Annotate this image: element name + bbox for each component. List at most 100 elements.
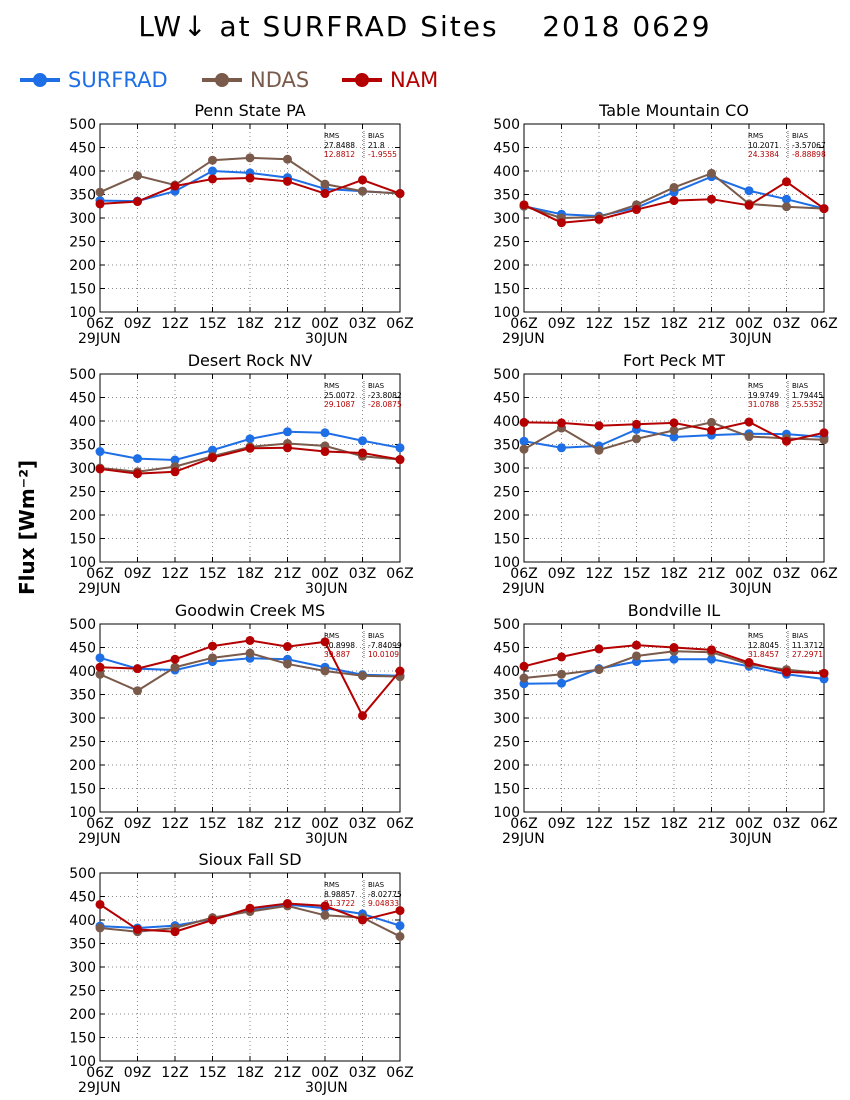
data-point-ndas [707, 168, 716, 178]
data-point-nam [744, 200, 754, 210]
x-tick-label: 09Z [548, 566, 575, 582]
date-label: 30JUN [305, 581, 348, 597]
date-label: 30JUN [305, 831, 348, 847]
x-tick-label: 09Z [124, 1065, 151, 1081]
x-tick-label: 12Z [161, 1065, 188, 1081]
data-point-ndas [170, 662, 180, 672]
data-point-ndas [669, 425, 679, 435]
data-point-nam [208, 453, 217, 463]
legend-marker [33, 73, 47, 87]
data-point-nam [95, 899, 105, 909]
x-tick-label: 03Z [349, 1065, 376, 1081]
data-point-surfrad [519, 436, 529, 446]
x-tick-label: 06Z [510, 316, 537, 332]
x-tick-label: 03Z [773, 316, 800, 332]
y-tick-label: 200 [493, 508, 520, 524]
x-tick-label: 00Z [311, 816, 338, 832]
x-tick-label: 21Z [274, 1065, 301, 1081]
stats-value: -1.9555 [368, 150, 397, 159]
stats-header: BIAS [792, 382, 809, 390]
data-point-nam [557, 652, 566, 662]
data-point-nam [283, 642, 292, 652]
x-tick-label: 12Z [585, 316, 612, 332]
data-point-nam [320, 901, 330, 911]
y-tick-label: 150 [69, 1031, 96, 1047]
date-label: 29JUN [78, 331, 121, 347]
legend-marker [215, 73, 229, 87]
data-point-nam [133, 469, 142, 479]
stats-value: -23.8082 [368, 391, 402, 400]
stats-value: 27.2971 [792, 650, 823, 659]
data-point-surfrad [95, 653, 105, 663]
date-label: 29JUN [78, 831, 121, 847]
y-tick-label: 100 [493, 305, 520, 321]
legend-label-nam: NAM [390, 68, 439, 92]
data-point-nam [133, 197, 142, 207]
stats-value: 12.8812 [324, 150, 355, 159]
stats-header: BIAS [368, 632, 385, 640]
data-point-nam [95, 199, 105, 209]
data-point-nam [245, 903, 255, 913]
data-point-ndas [95, 187, 105, 197]
data-point-ndas [557, 669, 566, 679]
data-point-nam [819, 668, 829, 678]
data-point-surfrad [557, 678, 566, 688]
y-tick-label: 500 [69, 367, 96, 383]
data-point-ndas [819, 435, 829, 445]
y-tick-label: 450 [493, 391, 520, 407]
y-tick-label: 250 [69, 984, 96, 1000]
stats-value: 29.1087 [324, 400, 355, 409]
data-point-ndas [782, 202, 791, 212]
data-point-nam [744, 658, 754, 668]
y-tick-label: 300 [493, 211, 520, 227]
data-point-nam [669, 643, 679, 652]
y-tick-label: 400 [493, 664, 520, 680]
chart-table-mountain-co: 100 150 200 250 300 350 400 450 500 06Z 09Z 12Z 15Z 1… [493, 101, 837, 347]
data-point-ndas [519, 444, 529, 454]
x-tick-label: 12Z [585, 816, 612, 832]
data-point-nam [669, 418, 679, 428]
x-tick-label: 18Z [236, 566, 263, 582]
date-label: 29JUN [502, 831, 545, 847]
data-point-nam [594, 214, 604, 224]
x-tick-label: 15Z [199, 316, 226, 332]
data-point-nam [395, 666, 405, 676]
legend-marker [355, 73, 369, 87]
y-tick-label: 250 [69, 485, 96, 501]
data-point-ndas [245, 153, 255, 163]
data-point-ndas [320, 179, 330, 189]
data-point-ndas [95, 923, 105, 933]
data-point-nam [133, 664, 142, 674]
data-point-ndas [358, 671, 367, 681]
x-tick-label: 21Z [274, 816, 301, 832]
data-point-nam [519, 200, 529, 210]
date-label: 30JUN [729, 581, 772, 597]
x-tick-label: 18Z [236, 316, 263, 332]
x-tick-label: 09Z [124, 316, 151, 332]
date-label: 29JUN [502, 581, 545, 597]
x-tick-label: 06Z [386, 566, 413, 582]
x-tick-label: 03Z [349, 566, 376, 582]
y-tick-label: 250 [493, 735, 520, 751]
x-tick-label: 06Z [386, 316, 413, 332]
data-point-nam [519, 661, 529, 671]
date-label: 29JUN [502, 331, 545, 347]
stats-value: 21.8 [368, 141, 385, 150]
data-point-ndas [320, 666, 330, 676]
data-point-ndas [245, 648, 255, 658]
x-tick-label: 06Z [510, 816, 537, 832]
x-tick-label: 12Z [585, 566, 612, 582]
y-tick-label: 200 [69, 1007, 96, 1023]
chart-title: Bondville IL [628, 601, 721, 620]
data-point-ndas [133, 171, 142, 181]
data-point-surfrad [283, 427, 292, 437]
x-tick-label: 15Z [199, 1065, 226, 1081]
data-point-nam [819, 428, 829, 438]
chart-goodwin-creek-ms: 100 150 200 250 300 350 400 450 500 06Z 09Z 12Z 15Z 1… [69, 601, 413, 847]
x-tick-label: 18Z [660, 816, 687, 832]
legend-label-surfrad: SURFRAD [68, 68, 168, 92]
data-point-ndas [208, 653, 217, 663]
x-tick-label: 00Z [735, 566, 762, 582]
y-tick-label: 100 [69, 1054, 96, 1070]
